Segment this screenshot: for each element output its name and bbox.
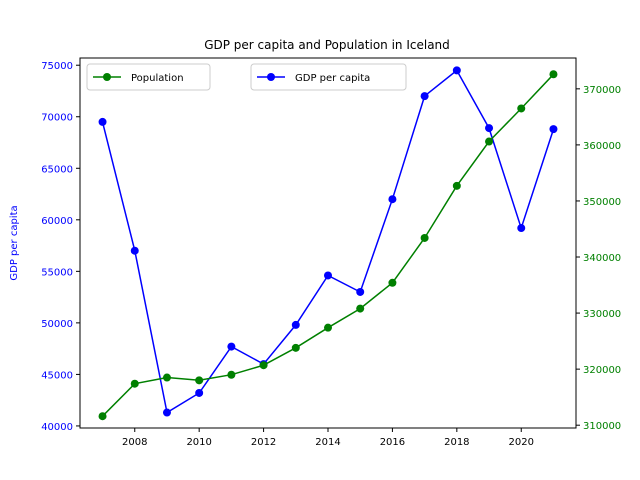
population-point (388, 278, 397, 287)
population-point (259, 361, 268, 370)
x-tick-label: 2010 (186, 437, 211, 448)
gdp-per-capita-point (195, 388, 204, 397)
left-tick-label: 40000 (41, 422, 73, 433)
left-tick-label: 50000 (41, 319, 73, 330)
legend-marker-gdp-per-capita (267, 73, 275, 81)
gdp-per-capita-point (452, 66, 461, 75)
left-tick-label: 75000 (41, 61, 73, 72)
gdp-per-capita-point (324, 271, 332, 280)
population-point (517, 104, 526, 113)
x-tick-label: 2014 (315, 437, 340, 448)
population-point (452, 181, 461, 190)
population-point (98, 412, 107, 421)
left-tick-label: 70000 (41, 113, 73, 124)
gdp-per-capita-point (517, 224, 526, 233)
left-tick-label: 55000 (41, 267, 73, 278)
gdp-per-capita-point (291, 320, 300, 329)
plot-area: 2008 2010 2012 2014 2016 2018 2020 40000 45000 50… (41, 57, 621, 448)
legend-label-population: Population (131, 73, 184, 84)
x-tick-label: 2020 (509, 437, 534, 448)
left-tick-label: 60000 (41, 216, 73, 227)
gdp-per-capita-point (420, 92, 429, 101)
x-tick-label: 2012 (251, 437, 276, 448)
population-point (130, 379, 139, 388)
population-point (356, 304, 365, 313)
x-tick-label: 2016 (380, 437, 405, 448)
population-point (195, 376, 204, 385)
x-tick-label: 2008 (122, 437, 147, 448)
legend-box-gdp-per-capita (250, 63, 407, 91)
gdp-per-capita-point (388, 195, 397, 204)
right-tick-label: 330000 (583, 309, 621, 320)
right-tick-label: 340000 (583, 253, 621, 264)
left-tick-label: 65000 (41, 164, 73, 175)
population-point (420, 233, 429, 242)
gdp-per-capita-point (162, 408, 171, 417)
gdp-per-capita-point (98, 117, 107, 126)
population-point (291, 343, 300, 352)
right-tick-label: 360000 (583, 141, 621, 152)
gdp-per-capita-point (227, 342, 236, 351)
gdp-per-capita-point (549, 125, 558, 134)
right-tick-label: 350000 (583, 197, 621, 208)
right-tick-label: 370000 (583, 85, 621, 96)
left-axis-label: GDP per capita (9, 205, 20, 280)
right-tick-label: 310000 (583, 421, 621, 432)
right-tick-label: 320000 (583, 365, 621, 376)
population-point (549, 70, 558, 79)
chart-title: GDP per capita and Population in Iceland (204, 38, 450, 52)
legend-marker-population (103, 73, 111, 81)
legend-box-population (86, 63, 211, 91)
population-point (324, 323, 332, 332)
population-point (162, 373, 171, 382)
population-point (485, 137, 494, 146)
gdp-per-capita-point (356, 287, 365, 296)
legend-label-gdp-per-capita: GDP per capita (295, 73, 370, 84)
x-tick-label: 2018 (444, 437, 469, 448)
gdp-per-capita-point (485, 124, 494, 133)
gdp-per-capita-point (130, 246, 139, 255)
left-tick-label: 45000 (41, 370, 73, 381)
population-point (227, 370, 236, 379)
